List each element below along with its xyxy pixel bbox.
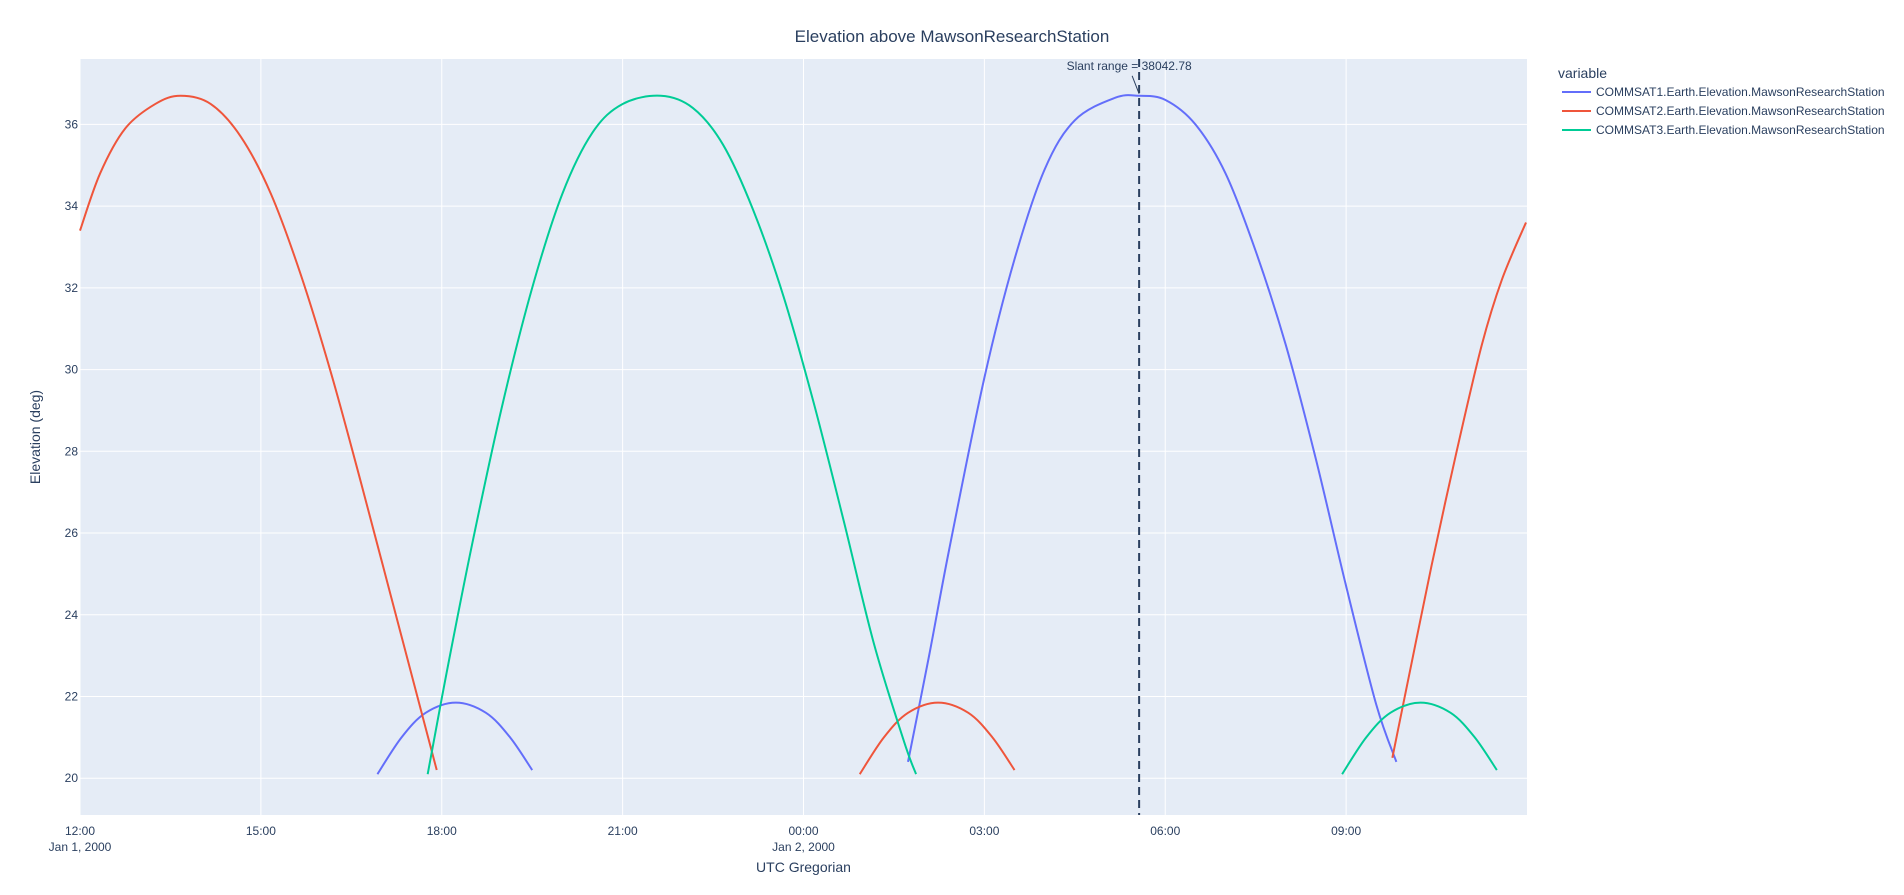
series-line-commsat2-pass-2 [858,701,1016,775]
y-tick-label: 26 [65,526,79,540]
legend-item-commsat2[interactable]: COMMSAT2.Earth.Elevation.MawsonResearchS… [1562,104,1885,118]
series-line-commsat2-pass-3 [1391,222,1527,758]
x-tick-label: 00:00 [788,824,818,838]
x-tick-label: 18:00 [427,824,457,838]
legend-label: COMMSAT3.Earth.Elevation.MawsonResearchS… [1596,123,1885,137]
y-tick-label: 32 [65,281,79,295]
series-line-commsat2-pass-1 [79,94,438,771]
series-line-commsat1-pass-2 [907,94,1398,763]
legend-title: variable [1558,65,1607,81]
y-axis-ticks: 20 22 24 26 28 30 32 34 36 [65,117,79,785]
y-tick-label: 34 [65,199,79,213]
slant-range-annotation: Slant range = 38042.78 [1067,59,1192,94]
chart-title: Elevation above MawsonResearchStation [795,27,1110,46]
y-tick-label: 22 [65,689,79,703]
x-tick-label: 06:00 [1150,824,1180,838]
x-tick-label: 03:00 [969,824,999,838]
x-tick-sublabel: Jan 1, 2000 [49,840,112,854]
gridlines [79,59,1527,815]
annotation-arrow [1131,75,1140,94]
x-tick-label: 21:00 [608,824,638,838]
series-layer [79,94,1527,775]
legend-label: COMMSAT1.Earth.Elevation.MawsonResearchS… [1596,85,1885,99]
legend-items[interactable]: COMMSAT1.Earth.Elevation.MawsonResearchS… [1562,85,1885,137]
series-line-commsat3-pass-1 [426,94,917,775]
legend-item-commsat1[interactable]: COMMSAT1.Earth.Elevation.MawsonResearchS… [1562,85,1885,99]
y-tick-label: 30 [65,363,79,377]
x-tick-label: 09:00 [1331,824,1361,838]
series-line-commsat3-pass-2 [1341,701,1498,775]
legend-label: COMMSAT2.Earth.Elevation.MawsonResearchS… [1596,104,1885,118]
x-tick-label: 15:00 [246,824,276,838]
y-tick-label: 24 [65,608,79,622]
x-tick-sublabel: Jan 2, 2000 [772,840,835,854]
series-line-commsat1-pass-1 [376,701,534,775]
x-axis-title: UTC Gregorian [756,859,851,875]
annotation-text: Slant range = 38042.78 [1067,59,1192,73]
y-tick-label: 20 [65,771,79,785]
x-tick-label: 12:00 [65,824,95,838]
x-axis-ticks: 12:00 Jan 1, 2000 15:00 18:00 21:00 00:00 Jan … [49,824,1362,854]
y-axis-title: Elevation (deg) [27,390,43,484]
y-tick-label: 28 [65,444,79,458]
legend[interactable]: variable COMMSAT1.Earth.Elevation.Mawson… [1558,65,1885,137]
y-tick-label: 36 [65,117,79,131]
legend-item-commsat3[interactable]: COMMSAT3.Earth.Elevation.MawsonResearchS… [1562,123,1885,137]
